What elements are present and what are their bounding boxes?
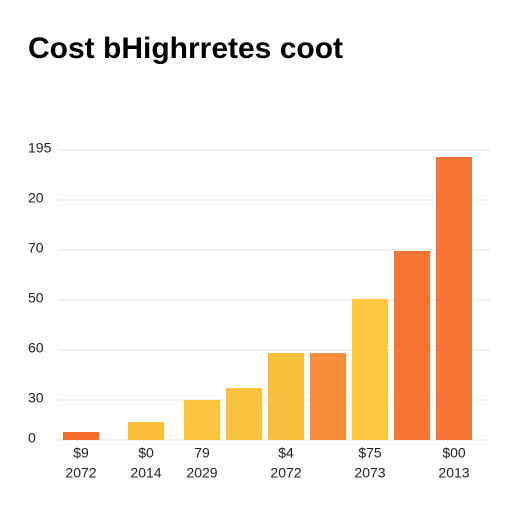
y-tick-label: 0 <box>28 430 36 446</box>
chart-title: Cost bHighrretes coot <box>28 32 343 65</box>
x-tick-label: $9 <box>73 445 89 461</box>
y-tick-label: 60 <box>28 340 44 356</box>
x-tick-label: $00 <box>442 445 466 461</box>
y-tick-label: 195 <box>28 140 52 156</box>
x-tick-label: 79 <box>194 445 210 461</box>
x-tick-label: $4 <box>278 445 294 461</box>
bar <box>310 353 346 440</box>
y-tick-label: 50 <box>28 290 44 306</box>
x-tick-year: 2072 <box>65 465 96 481</box>
bar <box>436 157 472 440</box>
bar <box>128 422 164 440</box>
x-tick-year: 2014 <box>130 465 161 481</box>
y-tick-label: 20 <box>28 190 44 206</box>
bar <box>268 353 304 440</box>
x-tick-year: 2072 <box>270 465 301 481</box>
x-tick-year: 2029 <box>186 465 217 481</box>
bar <box>352 299 388 440</box>
y-tick-label: 70 <box>28 240 44 256</box>
bar <box>63 432 99 440</box>
x-tick-year: 2073 <box>354 465 385 481</box>
x-tick-label: $0 <box>138 445 154 461</box>
bar <box>226 388 262 440</box>
x-tick-label: $75 <box>358 445 382 461</box>
bar <box>184 400 220 440</box>
x-tick-year: 2013 <box>438 465 469 481</box>
y-tick-label: 30 <box>28 390 44 406</box>
bar <box>394 251 430 440</box>
